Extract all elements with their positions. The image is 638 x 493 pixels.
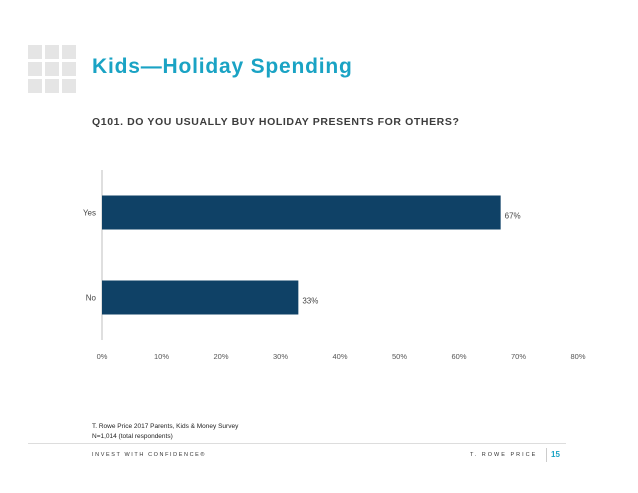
x-tick-label: 40% — [332, 352, 347, 361]
page-number-divider — [546, 448, 547, 462]
category-label-no: No — [86, 294, 97, 303]
bar-yes — [102, 195, 501, 230]
footer-brand: T. ROWE PRICE — [470, 452, 538, 458]
footer-tagline: INVEST WITH CONFIDENCE® — [92, 452, 207, 458]
footnote-source: T. Rowe Price 2017 Parents, Kids & Money… — [92, 423, 239, 430]
bar-no — [102, 280, 299, 315]
footer-divider — [28, 443, 566, 444]
x-tick-label: 0% — [97, 352, 108, 361]
footnote: T. Rowe Price 2017 Parents, Kids & Money… — [92, 422, 238, 442]
x-tick-label: 30% — [273, 352, 288, 361]
x-tick-label: 70% — [511, 352, 526, 361]
x-tick-label: 60% — [451, 352, 466, 361]
page-number: 15 — [551, 450, 560, 459]
x-tick-label: 50% — [392, 352, 407, 361]
x-tick-label: 20% — [213, 352, 228, 361]
data-label-yes: 67% — [505, 212, 521, 221]
data-label-no: 33% — [302, 297, 318, 306]
page-title: Kids—Holiday Spending — [92, 55, 353, 78]
footnote-sample-size: N=1,014 (total respondents) — [92, 433, 173, 440]
question-text: Q101. DO YOU USUALLY BUY HOLIDAY PRESENT… — [92, 116, 460, 128]
x-tick-label: 80% — [570, 352, 585, 361]
category-label-yes: Yes — [83, 209, 96, 218]
logo-grid-icon — [28, 45, 76, 93]
x-tick-label: 10% — [154, 352, 169, 361]
